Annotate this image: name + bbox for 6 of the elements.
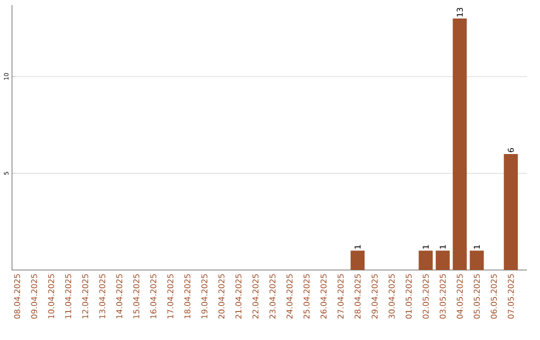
bar <box>418 250 433 270</box>
bar <box>350 250 365 270</box>
bar <box>504 154 518 270</box>
bar <box>452 18 467 270</box>
bar <box>436 250 450 270</box>
bar <box>470 250 484 270</box>
